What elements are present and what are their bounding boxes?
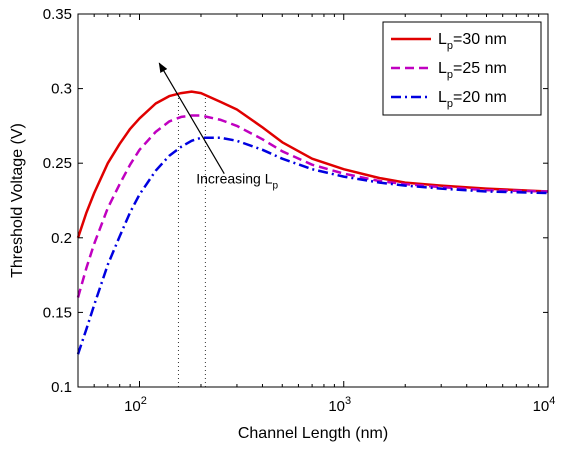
annotation-text: Increasing Lp bbox=[196, 171, 278, 192]
legend-label-main: L bbox=[438, 60, 447, 77]
x-tick-label: 102 bbox=[124, 395, 147, 415]
legend-label: Lp=25 nm bbox=[438, 60, 507, 81]
y-tick-label: 0.1 bbox=[51, 379, 72, 396]
x-tick-label: 103 bbox=[328, 395, 351, 415]
plot-frame bbox=[77, 13, 549, 388]
y-tick-label: 0.15 bbox=[43, 304, 72, 321]
x-tick-base: 10 bbox=[124, 398, 141, 415]
legend-label: Lp=20 nm bbox=[438, 89, 507, 110]
y-tick-label: 0.35 bbox=[43, 6, 72, 23]
legend-label-sub: p bbox=[447, 98, 453, 110]
y-tick-label: 0.3 bbox=[51, 81, 72, 98]
x-axis-label: Channel Length (nm) bbox=[238, 425, 388, 442]
y-tick-label: 0.2 bbox=[51, 230, 72, 247]
x-tick-exponent: 2 bbox=[141, 395, 147, 407]
legend-label-rest: =25 nm bbox=[453, 60, 507, 77]
annotation-main: Increasing L bbox=[196, 171, 272, 187]
series-line bbox=[76, 136, 549, 355]
x-tick-label: 104 bbox=[533, 395, 556, 415]
annotation-arrow bbox=[158, 62, 225, 174]
x-tick-exponent: 4 bbox=[549, 395, 555, 407]
legend-label-main: L bbox=[438, 89, 447, 106]
legend-label-rest: =20 nm bbox=[453, 89, 507, 106]
legend-label-rest: =30 nm bbox=[453, 31, 507, 48]
y-axis-label: Threshold Voltage (V) bbox=[9, 123, 26, 278]
series-line bbox=[76, 90, 549, 239]
x-tick-base: 10 bbox=[533, 398, 550, 415]
legend-label-sub: p bbox=[447, 69, 453, 81]
annotation-sub: p bbox=[273, 181, 279, 192]
legend-label: Lp=30 nm bbox=[438, 31, 507, 52]
x-tick-base: 10 bbox=[328, 398, 345, 415]
legend-label-sub: p bbox=[447, 40, 453, 52]
y-tick-label: 0.25 bbox=[43, 155, 72, 172]
x-tick-exponent: 3 bbox=[345, 395, 351, 407]
legend-label-main: L bbox=[438, 31, 447, 48]
series-line bbox=[76, 114, 549, 298]
